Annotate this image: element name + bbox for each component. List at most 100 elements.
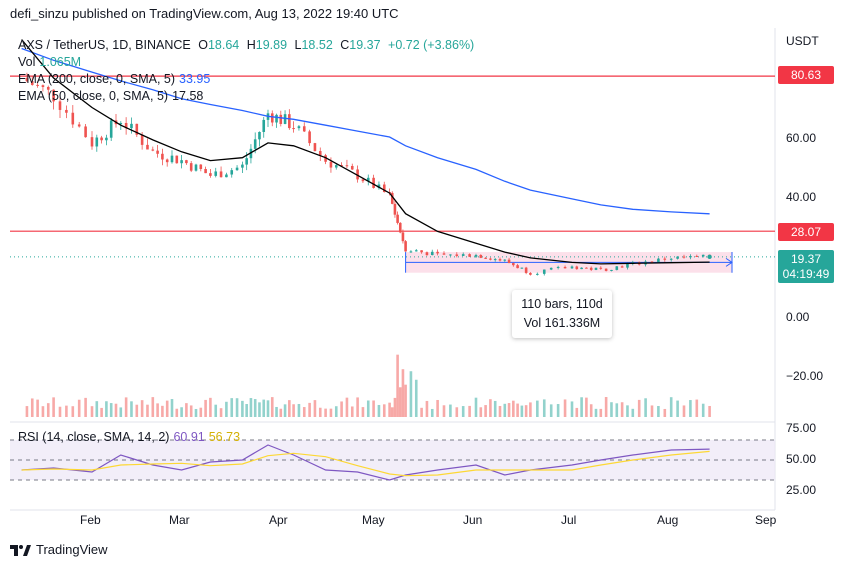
volume-bar: [474, 397, 478, 417]
candle-body: [575, 266, 579, 270]
candle-body: [58, 101, 62, 110]
volume-bar: [258, 402, 261, 417]
candle-body: [189, 163, 193, 171]
volume-bar: [71, 406, 75, 417]
level-tag-upper: 80.63: [778, 66, 834, 84]
volume-bar: [140, 400, 144, 417]
volume-bar: [266, 400, 270, 417]
candle-body: [175, 155, 179, 164]
volume-bar: [25, 406, 29, 417]
candle-body: [556, 266, 560, 268]
candle-body: [161, 153, 164, 160]
volume-bar: [498, 405, 502, 417]
volume-bar: [235, 398, 239, 417]
volume-bar: [262, 399, 266, 417]
candle-body: [165, 159, 169, 163]
candle-body: [669, 258, 673, 260]
candle-body: [219, 171, 223, 178]
volume-bar: [95, 401, 99, 417]
volume-bar: [520, 405, 524, 417]
candle-body: [77, 124, 81, 127]
volume-bar: [644, 398, 647, 417]
candle-body: [461, 254, 465, 256]
candle-body: [414, 250, 418, 252]
rsi-ma-line: [21, 450, 710, 477]
candle-body: [396, 214, 399, 223]
volume-bar: [503, 403, 507, 417]
volume-bar: [356, 397, 359, 417]
ema50-line: [21, 39, 710, 265]
volume-bar: [313, 400, 317, 417]
volume-bar: [396, 354, 399, 417]
candle-body: [404, 241, 407, 252]
candle-body: [604, 268, 608, 271]
volume-bar: [585, 397, 588, 417]
candle-body: [329, 161, 333, 168]
candle-body: [489, 258, 492, 260]
candle-body: [156, 150, 159, 154]
candle-body: [100, 137, 103, 141]
volume-bar: [388, 402, 391, 417]
candle-body: [270, 113, 274, 123]
candle-body: [235, 167, 239, 171]
volume-bar: [529, 402, 532, 417]
candle-body: [498, 259, 502, 261]
candle-body: [580, 267, 583, 270]
volume-bar: [297, 403, 301, 417]
volume-bar: [253, 399, 257, 417]
candle-body: [151, 149, 155, 151]
tradingview-logo-icon: [10, 544, 31, 556]
candle-body: [436, 251, 439, 254]
candle-body: [105, 137, 108, 141]
volume-bar: [135, 404, 139, 417]
price-tick-40: 40.00: [786, 190, 817, 204]
candle-body: [180, 160, 183, 164]
volume-bar: [449, 404, 452, 417]
candle-body: [214, 171, 218, 176]
candle-body: [334, 165, 338, 168]
volume-bar: [657, 406, 660, 417]
candle-body: [676, 256, 679, 259]
volume-bar: [631, 408, 635, 417]
volume-bar: [204, 399, 207, 417]
volume-bar: [479, 407, 483, 417]
volume-bar: [637, 399, 641, 417]
rsi-legend: RSI (14, close, SMA, 14, 2) 60.91 56.73: [18, 430, 241, 444]
volume-bar: [119, 407, 123, 417]
volume-bar: [175, 408, 179, 417]
candle-body: [288, 114, 291, 129]
time-tick-feb: Feb: [80, 513, 101, 527]
candle-body: [682, 256, 686, 258]
volume-bar: [219, 408, 223, 417]
candle-body: [529, 272, 532, 275]
candle-body: [65, 109, 68, 113]
ema200-line: [21, 47, 710, 215]
candle-body: [512, 263, 515, 266]
candle-body: [468, 254, 471, 257]
candle-body: [484, 257, 487, 259]
volume-bar: [542, 399, 546, 417]
change-value: +0.72 (+3.86%): [388, 38, 475, 52]
time-tick-may: May: [362, 513, 385, 527]
volume-bar: [493, 400, 497, 417]
volume-bar: [334, 406, 338, 417]
candle-body: [701, 254, 705, 257]
low-value: 18.52: [301, 38, 333, 52]
rsi-tick-75: 75.00: [786, 421, 817, 435]
ohlc-values: O18.64 H19.89 L18.52 C19.37 +0.72 (+3.86…: [198, 38, 475, 52]
range-arrow-head: [725, 257, 733, 267]
volume-bar: [185, 403, 188, 417]
candle-body: [225, 174, 228, 178]
volume-bar: [345, 397, 349, 417]
volume-bar: [109, 403, 113, 417]
candle-body: [46, 86, 50, 90]
candle-body: [313, 143, 317, 152]
volume-bar: [241, 400, 244, 417]
candle-body: [199, 164, 203, 170]
volume-bar: [340, 401, 343, 417]
countdown-tag: 04:19:49: [778, 265, 834, 283]
volume-bar: [146, 404, 149, 417]
last-price-tag: 19.37: [778, 250, 834, 268]
close-value: 19.37: [349, 38, 381, 52]
